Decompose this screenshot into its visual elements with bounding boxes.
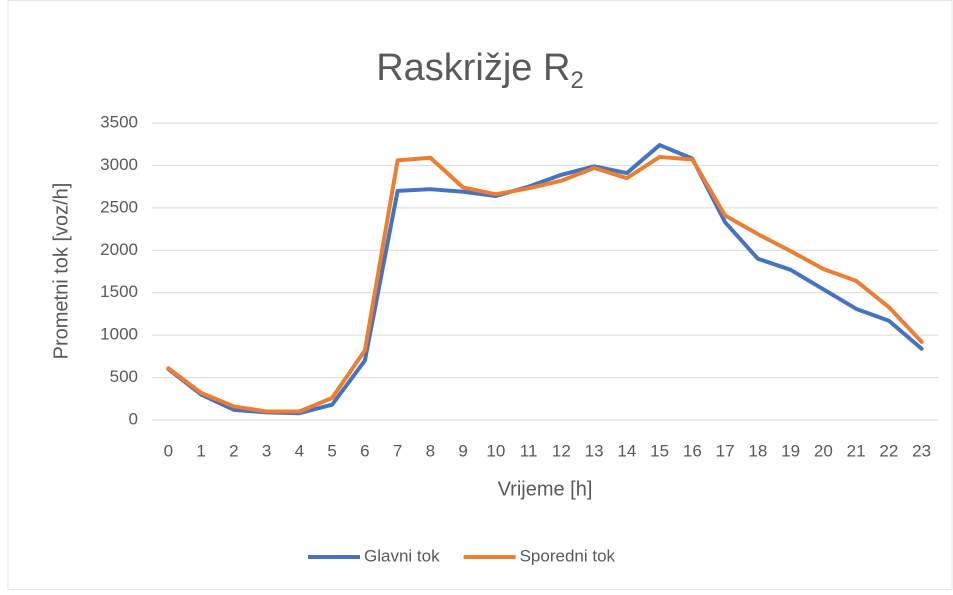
- x-tick-label: 1: [196, 441, 205, 460]
- x-tick-label: 0: [164, 441, 173, 460]
- x-tick-label: 20: [814, 441, 833, 460]
- y-tick-label: 3000: [100, 155, 138, 174]
- x-tick-label: 7: [393, 441, 402, 460]
- y-tick-label: 2500: [100, 197, 138, 216]
- y-tick-label: 1500: [100, 282, 138, 301]
- x-tick-label: 13: [585, 441, 604, 460]
- chart-title: Raskrižje R: [376, 47, 570, 89]
- legend-label: Glavni tok: [364, 546, 440, 565]
- x-tick-label: 23: [912, 441, 931, 460]
- x-tick-label: 18: [748, 441, 767, 460]
- x-tick-label: 19: [781, 441, 800, 460]
- y-axis-label: Prometni tok [voz/h]: [50, 183, 72, 360]
- chart-title-subscript: 2: [570, 67, 583, 94]
- x-axis-label: Vrijeme [h]: [498, 478, 593, 500]
- x-tick-label: 2: [229, 441, 238, 460]
- series-line: [166, 154, 924, 414]
- legend-label: Sporedni tok: [520, 546, 616, 565]
- x-tick-label: 10: [486, 441, 505, 460]
- chart-frame: [7, 0, 953, 590]
- y-tick-label: 0: [129, 409, 138, 428]
- x-tick-label: 8: [426, 441, 435, 460]
- chart-title-group: Raskrižje R2: [376, 47, 584, 94]
- x-tick-label: 14: [617, 441, 636, 460]
- x-tick-label: 21: [847, 441, 866, 460]
- x-tick-label: 12: [552, 441, 571, 460]
- x-tick-label: 3: [262, 441, 271, 460]
- x-tick-label: 16: [683, 441, 702, 460]
- y-tick-label: 3500: [100, 112, 138, 131]
- y-tick-label: 1000: [100, 325, 138, 344]
- y-tick-label: 500: [110, 367, 138, 386]
- x-tick-label: 9: [458, 441, 467, 460]
- x-tick-label: 6: [360, 441, 369, 460]
- x-tick-label: 22: [879, 441, 898, 460]
- x-tick-label: 4: [295, 441, 304, 460]
- x-tick-label: 5: [327, 441, 336, 460]
- x-tick-label: 15: [650, 441, 669, 460]
- x-tick-label: 17: [716, 441, 735, 460]
- y-tick-label: 2000: [100, 240, 138, 259]
- x-tick-label: 11: [520, 441, 538, 460]
